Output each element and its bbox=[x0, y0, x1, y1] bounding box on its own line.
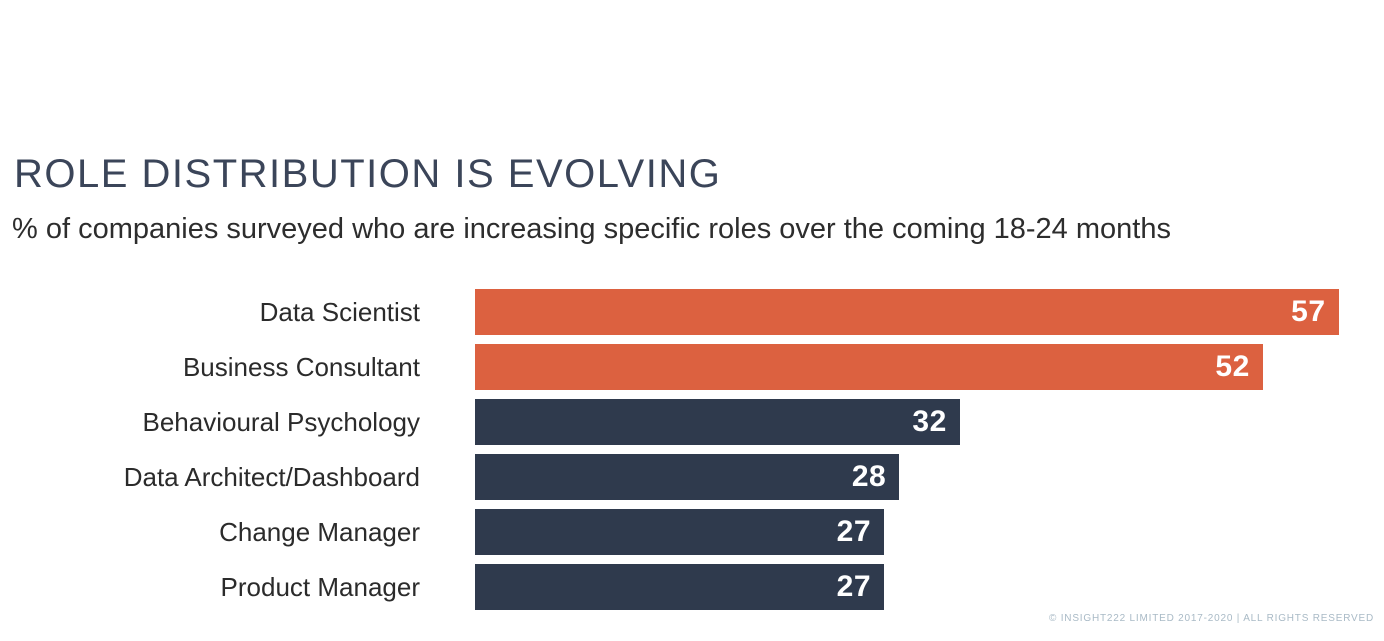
bar-track: 32 bbox=[475, 399, 1384, 445]
bar-track: 27 bbox=[475, 509, 1384, 555]
bar-chart: Data Scientist 57 Business Consultant 52… bbox=[0, 289, 1384, 619]
page-subtitle: % of companies surveyed who are increasi… bbox=[12, 213, 1171, 245]
copyright-notice: © INSIGHT222 LIMITED 2017-2020 | ALL RIG… bbox=[1048, 613, 1374, 624]
chart-row: Data Scientist 57 bbox=[0, 289, 1384, 335]
bar-track: 27 bbox=[475, 564, 1384, 610]
category-label: Change Manager bbox=[219, 516, 420, 547]
bar-track: 28 bbox=[475, 454, 1384, 500]
chart-row: Behavioural Psychology 32 bbox=[0, 399, 1384, 445]
chart-row: Product Manager 27 bbox=[0, 564, 1384, 610]
bar-value-label: 32 bbox=[912, 405, 947, 438]
bar-data-architect-dashboard: 28 bbox=[475, 454, 900, 500]
category-label: Behavioural Psychology bbox=[142, 406, 421, 437]
bar-track: 57 bbox=[475, 289, 1384, 335]
bar-value-label: 28 bbox=[851, 460, 887, 493]
chart-row: Business Consultant 52 bbox=[0, 344, 1384, 390]
bar-value-label: 27 bbox=[836, 515, 872, 548]
bar-change-manager: 27 bbox=[475, 509, 885, 555]
category-label: Business Consultant bbox=[182, 351, 420, 382]
bar-business-consultant: 52 bbox=[475, 344, 1263, 390]
chart-row: Change Manager 27 bbox=[0, 509, 1384, 555]
bar-value-label: 57 bbox=[1291, 295, 1326, 328]
category-label: Product Manager bbox=[220, 571, 420, 602]
bar-data-scientist: 57 bbox=[475, 289, 1339, 335]
chart-row: Data Architect/Dashboard 28 bbox=[0, 454, 1384, 500]
category-label: Data Scientist bbox=[259, 296, 420, 327]
bar-value-label: 27 bbox=[836, 570, 872, 603]
page-title: ROLE DISTRIBUTION IS EVOLVING bbox=[14, 152, 722, 196]
category-label: Data Architect/Dashboard bbox=[123, 461, 420, 492]
bar-track: 52 bbox=[475, 344, 1384, 390]
bar-product-manager: 27 bbox=[475, 564, 885, 610]
bar-behavioural-psychology: 32 bbox=[475, 399, 960, 445]
bar-value-label: 52 bbox=[1215, 350, 1250, 383]
